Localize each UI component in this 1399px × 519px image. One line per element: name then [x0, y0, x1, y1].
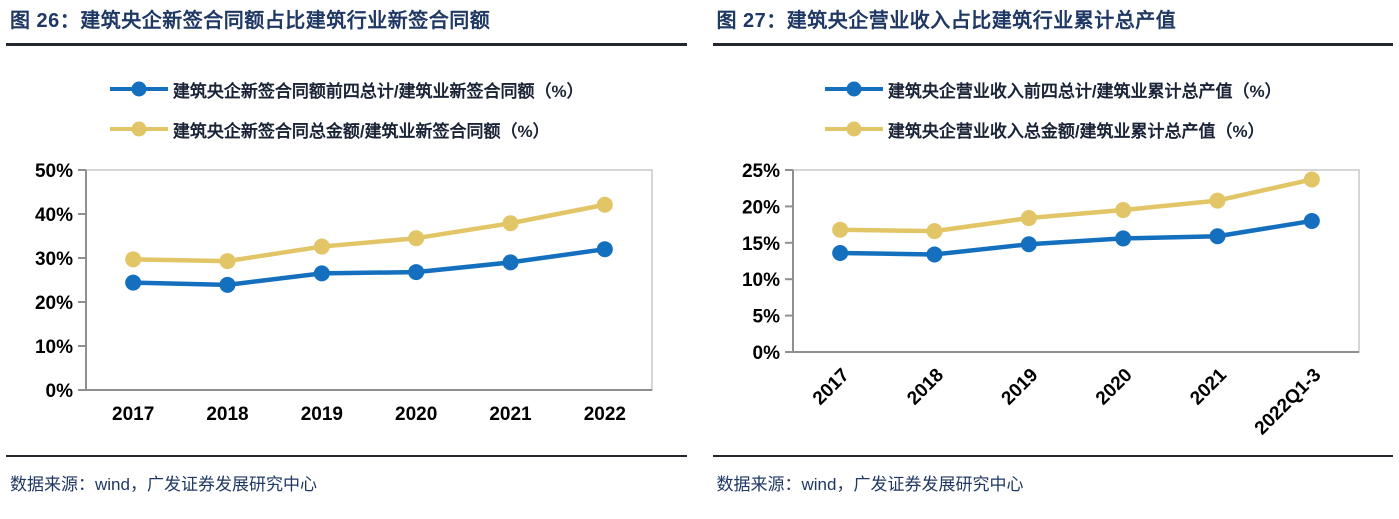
data-point: [502, 254, 519, 271]
data-point: [1303, 212, 1320, 229]
x-axis-tick-label: 2022: [584, 404, 626, 425]
legend-label: 建筑央企营业收入前四总计/建筑业累计总产值（%）: [887, 81, 1282, 101]
data-point: [831, 244, 848, 261]
x-axis-tick-label: 2018: [206, 404, 248, 425]
figure-27-panel: 图 27：建筑央企营业收入占比建筑行业累计总产值 建筑央企营业收入前四总计/建筑…: [712, 6, 1394, 495]
data-point: [926, 223, 942, 240]
data-point: [1303, 171, 1320, 188]
x-axis-tick-label: 2020: [395, 404, 437, 425]
x-axis-tick-label: 2018: [903, 365, 948, 410]
figure-27-title: 图 27：建筑央企营业收入占比建筑行业累计总产值: [716, 10, 1177, 32]
figure-26-bottom-divider: [6, 455, 687, 457]
data-point: [125, 251, 142, 268]
legend-line-marker-icon: [109, 81, 168, 97]
figure-26-legend: 建筑央企新签合同额前四总计/建筑业新签合同额（%） 建筑央企新签合同总金额/建筑业…: [6, 72, 687, 146]
legend-label: 建筑央企新签合同额前四总计/建筑业新签合同额（%）: [172, 81, 584, 101]
data-point: [125, 274, 142, 291]
legend-label: 建筑央企营业收入总金额/建筑业累计总产值（%）: [887, 121, 1265, 141]
data-point: [926, 246, 942, 263]
series-line: [837, 218, 1314, 257]
x-axis-tick-label: 2022Q1-3: [1250, 365, 1325, 440]
data-point: [1209, 228, 1225, 245]
y-axis-tick-label: 5%: [752, 307, 780, 328]
legend-item: 建筑央企新签合同总金额/建筑业新签合同额（%）: [109, 112, 550, 146]
data-point: [596, 196, 613, 213]
data-point: [1114, 202, 1131, 219]
figure-27-title-underline: [712, 43, 1393, 46]
y-axis-tick-label: 10%: [741, 270, 779, 291]
legend-line-marker-icon: [109, 121, 168, 137]
data-point: [596, 241, 613, 258]
figure-26-line-chart: 0% 10% 20% 30% 40% 50% 2017 2018 2019 2020 2021 202…: [6, 154, 687, 451]
series-line: [130, 202, 608, 264]
figure-27-source-note: 数据来源：wind，广发证券发展研究中心: [716, 475, 1024, 494]
x-axis-tick-label: 2019: [301, 404, 343, 425]
figures-row: 图 26：建筑央企新签合同额占比建筑行业新签合同额 建筑央企新签合同额前四总计/…: [6, 6, 1394, 495]
data-point: [219, 253, 236, 270]
x-axis-tick-label: 2020: [1091, 365, 1136, 410]
y-axis-tick-label: 30%: [35, 249, 73, 270]
chart-canvas: 0% 10% 20% 30% 40% 50% 2017 2018 2019 2020 2021 202…: [35, 161, 653, 425]
y-axis-tick-label: 0%: [752, 343, 780, 364]
legend-line-marker-icon: [824, 81, 883, 97]
data-point: [408, 230, 425, 247]
y-axis-tick-label: 15%: [741, 234, 779, 255]
data-point: [1020, 210, 1037, 227]
legend-line-marker-icon: [824, 121, 883, 137]
data-point: [408, 264, 425, 281]
figure-27-line-chart: 0% 5% 10% 15% 20% 25% 2017 2018 2019 2020 2021 2022…: [713, 154, 1394, 451]
data-point: [313, 265, 330, 282]
legend-items: 建筑央企新签合同额前四总计/建筑业新签合同额（%） 建筑央企新签合同总金额/建筑业…: [109, 72, 584, 146]
y-axis-tick-label: 25%: [741, 161, 779, 182]
x-axis-tick-label: 2021: [1186, 364, 1231, 409]
legend-items: 建筑央企营业收入前四总计/建筑业累计总产值（%） 建筑央企营业收入总金额/建筑业累…: [824, 72, 1282, 146]
series-line: [130, 246, 608, 288]
chart-canvas: 0% 5% 10% 15% 20% 25% 2017 2018 2019 2020 2021 2022…: [741, 161, 1360, 440]
data-point: [1209, 192, 1225, 209]
figure-27-legend: 建筑央企营业收入前四总计/建筑业累计总产值（%） 建筑央企营业收入总金额/建筑业累…: [713, 72, 1394, 146]
figure-26-title-underline: [6, 43, 687, 46]
plot-area: [791, 169, 1360, 353]
legend-item: 建筑央企营业收入前四总计/建筑业累计总产值（%）: [824, 72, 1282, 106]
y-axis-tick-label: 40%: [35, 205, 73, 226]
figure-26-source-note: 数据来源：wind，广发证券发展研究中心: [10, 475, 317, 494]
data-point: [313, 238, 330, 255]
y-axis-tick-label: 10%: [35, 337, 73, 358]
series-line: [837, 177, 1314, 234]
figure-26-panel: 图 26：建筑央企新签合同额占比建筑行业新签合同额 建筑央企新签合同额前四总计/…: [6, 6, 687, 495]
data-point: [219, 276, 236, 293]
y-axis-tick-label: 20%: [35, 293, 73, 314]
data-point: [1114, 230, 1131, 247]
y-axis-tick-label: 50%: [35, 161, 73, 182]
data-point: [831, 221, 848, 238]
y-axis-tick-label: 0%: [46, 381, 74, 402]
y-axis-tick-label: 20%: [741, 197, 779, 218]
x-axis-tick-label: 2017: [112, 404, 154, 425]
data-point: [1020, 236, 1037, 253]
legend-item: 建筑央企营业收入总金额/建筑业累计总产值（%）: [824, 112, 1265, 146]
legend-item: 建筑央企新签合同额前四总计/建筑业新签合同额（%）: [109, 72, 584, 106]
data-point: [502, 215, 519, 232]
figure-27-bottom-divider: [712, 455, 1393, 457]
x-axis-tick-label: 2021: [489, 404, 532, 425]
x-axis-tick-label: 2019: [997, 365, 1042, 410]
figure-26-title: 图 26：建筑央企新签合同额占比建筑行业新签合同额: [10, 10, 491, 32]
x-axis-tick-label: 2017: [808, 365, 853, 410]
legend-label: 建筑央企新签合同总金额/建筑业新签合同额（%）: [172, 121, 550, 141]
plot-area: [85, 169, 653, 391]
